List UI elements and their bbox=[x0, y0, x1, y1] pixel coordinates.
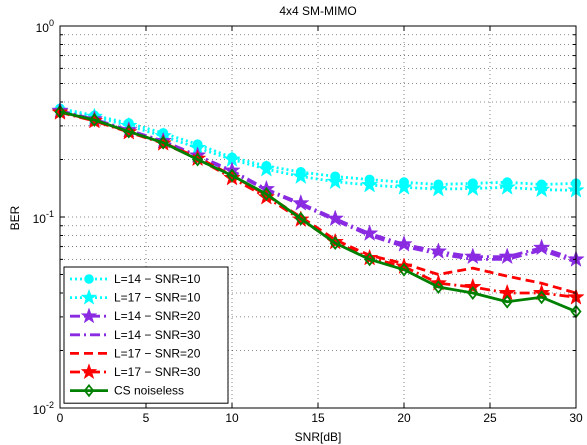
x-tick-label: 20 bbox=[397, 411, 411, 425]
legend-marker bbox=[85, 275, 94, 284]
legend-label: L=14 − SNR=10 bbox=[114, 272, 201, 286]
chart-title: 4x4 SM-MIMO bbox=[279, 4, 356, 18]
x-tick-label: 15 bbox=[311, 411, 325, 425]
x-axis-label: SNR[dB] bbox=[295, 430, 342, 444]
legend-label: L=17 − SNR=30 bbox=[114, 365, 201, 379]
legend-label: L=14 − SNR=30 bbox=[114, 328, 201, 342]
legend-label: L=17 − SNR=20 bbox=[114, 346, 201, 360]
x-tick-label: 10 bbox=[225, 411, 239, 425]
x-tick-label: 0 bbox=[57, 411, 64, 425]
x-tick-label: 30 bbox=[569, 411, 583, 425]
x-tick-label: 25 bbox=[483, 411, 497, 425]
legend-label: CS noiseless bbox=[114, 384, 184, 398]
y-axis-label: BER bbox=[8, 205, 22, 230]
legend-label: L=14 − SNR=20 bbox=[114, 309, 201, 323]
legend-label: L=17 − SNR=10 bbox=[114, 291, 201, 305]
x-tick-label: 5 bbox=[143, 411, 150, 425]
legend: L=14 − SNR=10 L=17 − SNR=10 L=14 − SNR=20 L… bbox=[64, 267, 228, 403]
